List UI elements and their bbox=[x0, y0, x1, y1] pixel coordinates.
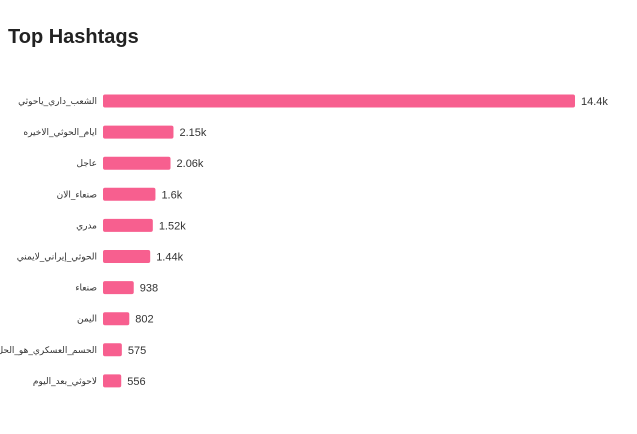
category-label: الحوثي_إيراني_لايمني bbox=[17, 253, 97, 263]
value-label: 556 bbox=[127, 376, 145, 388]
category-label: ايام_الحوثي_الاخيره bbox=[23, 128, 97, 138]
category-label: صنعاء_الان bbox=[57, 190, 97, 200]
category-label: مدري bbox=[76, 221, 97, 231]
value-label: 1.44k bbox=[156, 252, 183, 264]
bar[interactable] bbox=[103, 94, 575, 108]
bar[interactable] bbox=[103, 312, 130, 326]
bar[interactable] bbox=[103, 374, 122, 388]
bar[interactable] bbox=[103, 125, 174, 139]
value-label: 575 bbox=[128, 345, 146, 357]
category-label: لاحوثي_بعد_اليوم bbox=[33, 377, 97, 387]
bar[interactable] bbox=[103, 343, 122, 357]
bar[interactable] bbox=[103, 156, 171, 170]
category-label: اليمن bbox=[77, 315, 97, 325]
value-label: 1.6k bbox=[161, 189, 182, 201]
value-label: 938 bbox=[140, 283, 158, 295]
value-label: 1.52k bbox=[159, 220, 186, 232]
value-label: 802 bbox=[135, 314, 153, 326]
category-label: الشعب_داري_ياحوثي bbox=[18, 97, 97, 107]
category-label: صنعاء bbox=[75, 284, 97, 294]
bars-layer: الشعب_داري_ياحوثي 14.4k ايام_الحوثي_الاخير… bbox=[0, 94, 608, 388]
chart-title: Top Hashtags bbox=[8, 26, 139, 48]
bar[interactable] bbox=[103, 281, 134, 295]
category-label: عاجل bbox=[77, 159, 98, 169]
value-label: 14.4k bbox=[581, 96, 608, 108]
bar[interactable] bbox=[103, 187, 156, 201]
bar[interactable] bbox=[103, 218, 153, 232]
category-label: الحسم_العسكري_هو_الحل bbox=[0, 346, 97, 356]
value-label: 2.06k bbox=[177, 158, 204, 170]
bar[interactable] bbox=[103, 250, 151, 263]
value-label: 2.15k bbox=[179, 127, 206, 139]
